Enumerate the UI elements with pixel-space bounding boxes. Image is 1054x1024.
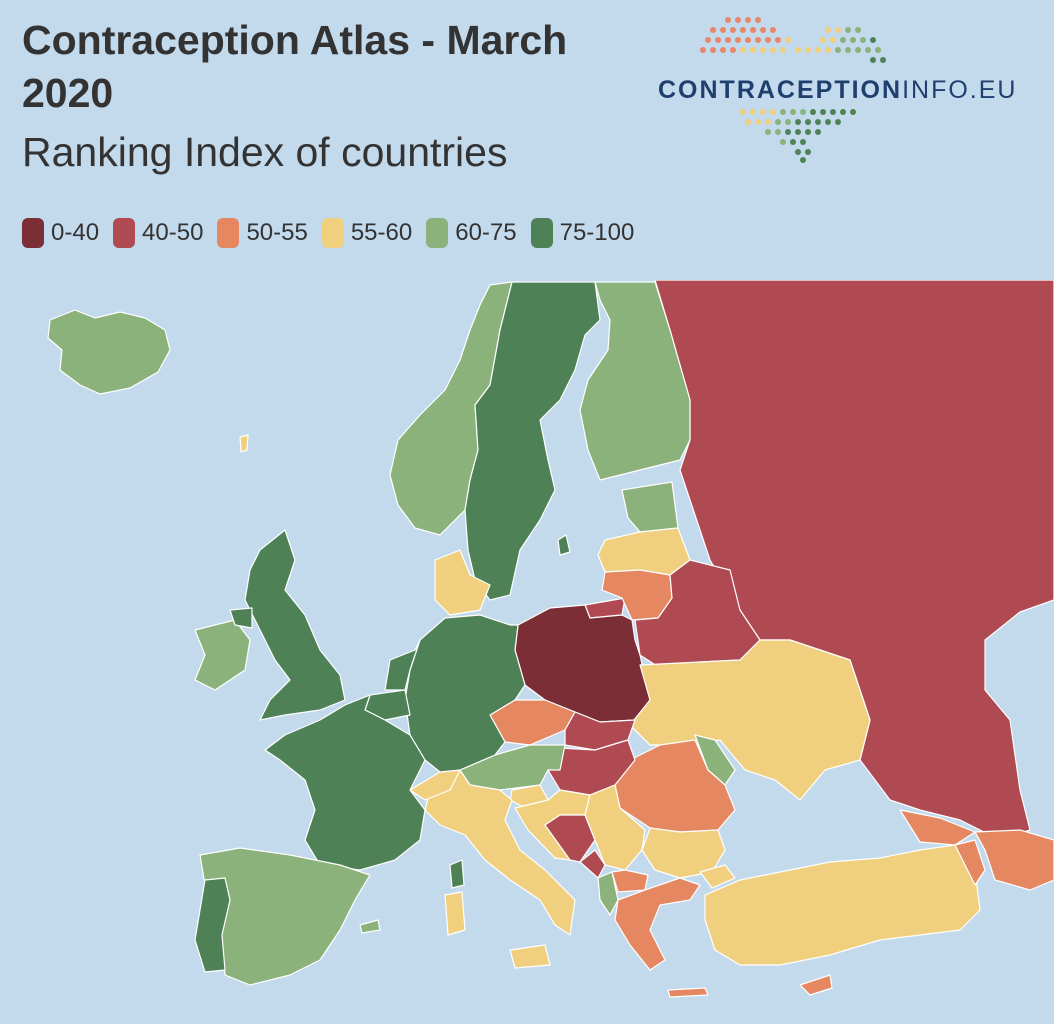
country-georgia — [899, 809, 976, 846]
country-crete — [667, 987, 709, 998]
page-title: Contraception Atlas - March 2020 — [22, 17, 568, 116]
legend-label: 40-50 — [142, 219, 204, 246]
legend-swatch — [22, 218, 44, 248]
legend-label: 55-60 — [350, 219, 413, 246]
contraceptioninfo-logo: CONTRACEPTIONINFO.EU — [658, 14, 1038, 169]
country-ukraine — [629, 639, 871, 801]
logo-heart-dots — [700, 17, 886, 163]
europe-map — [47, 280, 1054, 998]
country-north-macedonia — [611, 869, 649, 893]
legend-item-40-50: 40-50 — [113, 218, 203, 248]
logo-text-main: CONTRACEPTION — [658, 76, 903, 104]
country-switzerland — [409, 769, 461, 801]
legend-label: 0-40 — [51, 219, 100, 246]
legend-swatch — [530, 218, 553, 248]
legend-swatch — [321, 218, 344, 248]
legend-item-60-75: 60-75 — [426, 218, 517, 248]
country-ireland — [194, 619, 251, 691]
country-faroe — [239, 434, 249, 453]
country-iceland — [47, 309, 171, 395]
country-azerbaijan — [974, 829, 1054, 891]
country-finland — [579, 281, 691, 481]
country-latvia — [597, 527, 691, 576]
country-portugal — [194, 877, 231, 973]
country-gotland — [557, 534, 571, 556]
country-netherlands — [384, 639, 421, 691]
country-sweden — [464, 281, 601, 601]
country-italy — [424, 769, 576, 936]
logo-wordmark: CONTRACEPTIONINFO.EU — [658, 76, 1017, 105]
country-germany — [404, 614, 526, 773]
country-montenegro — [579, 849, 606, 879]
country-albania — [597, 871, 619, 916]
legend-item-75-100: 75-100 — [530, 218, 635, 248]
country-sardinia — [444, 891, 466, 936]
country-estonia — [621, 481, 679, 533]
legend-label: 60-75 — [455, 219, 517, 246]
legend-item-50-55: 50-55 — [217, 218, 308, 248]
country-denmark — [434, 549, 491, 616]
legend-swatch — [113, 218, 136, 248]
country-greece — [614, 877, 701, 971]
legend-item-55-60: 55-60 — [321, 218, 413, 248]
legend-swatch — [217, 218, 240, 248]
legend-label: 75-100 — [559, 219, 635, 246]
logo-text-rest: INFO.EU — [902, 76, 1018, 104]
legend: 0-40 40-50 50-55 55-60 60-75 75-100 — [22, 218, 648, 248]
country-cyprus — [799, 974, 833, 996]
page-subtitle: Ranking Index of countries — [22, 129, 508, 175]
legend-item-0-40: 0-40 — [22, 218, 99, 248]
legend-label: 50-55 — [246, 219, 308, 246]
country-sicily — [509, 944, 551, 969]
country-armenia — [954, 839, 986, 886]
country-france — [264, 694, 426, 871]
country-balearic — [359, 919, 381, 934]
country-turkey-europe — [699, 864, 736, 889]
country-northern-ireland — [229, 607, 253, 629]
country-serbia — [584, 784, 646, 871]
country-turkey — [704, 844, 981, 966]
country-uk — [244, 529, 346, 721]
country-corsica — [449, 859, 465, 889]
legend-swatch — [426, 218, 449, 248]
